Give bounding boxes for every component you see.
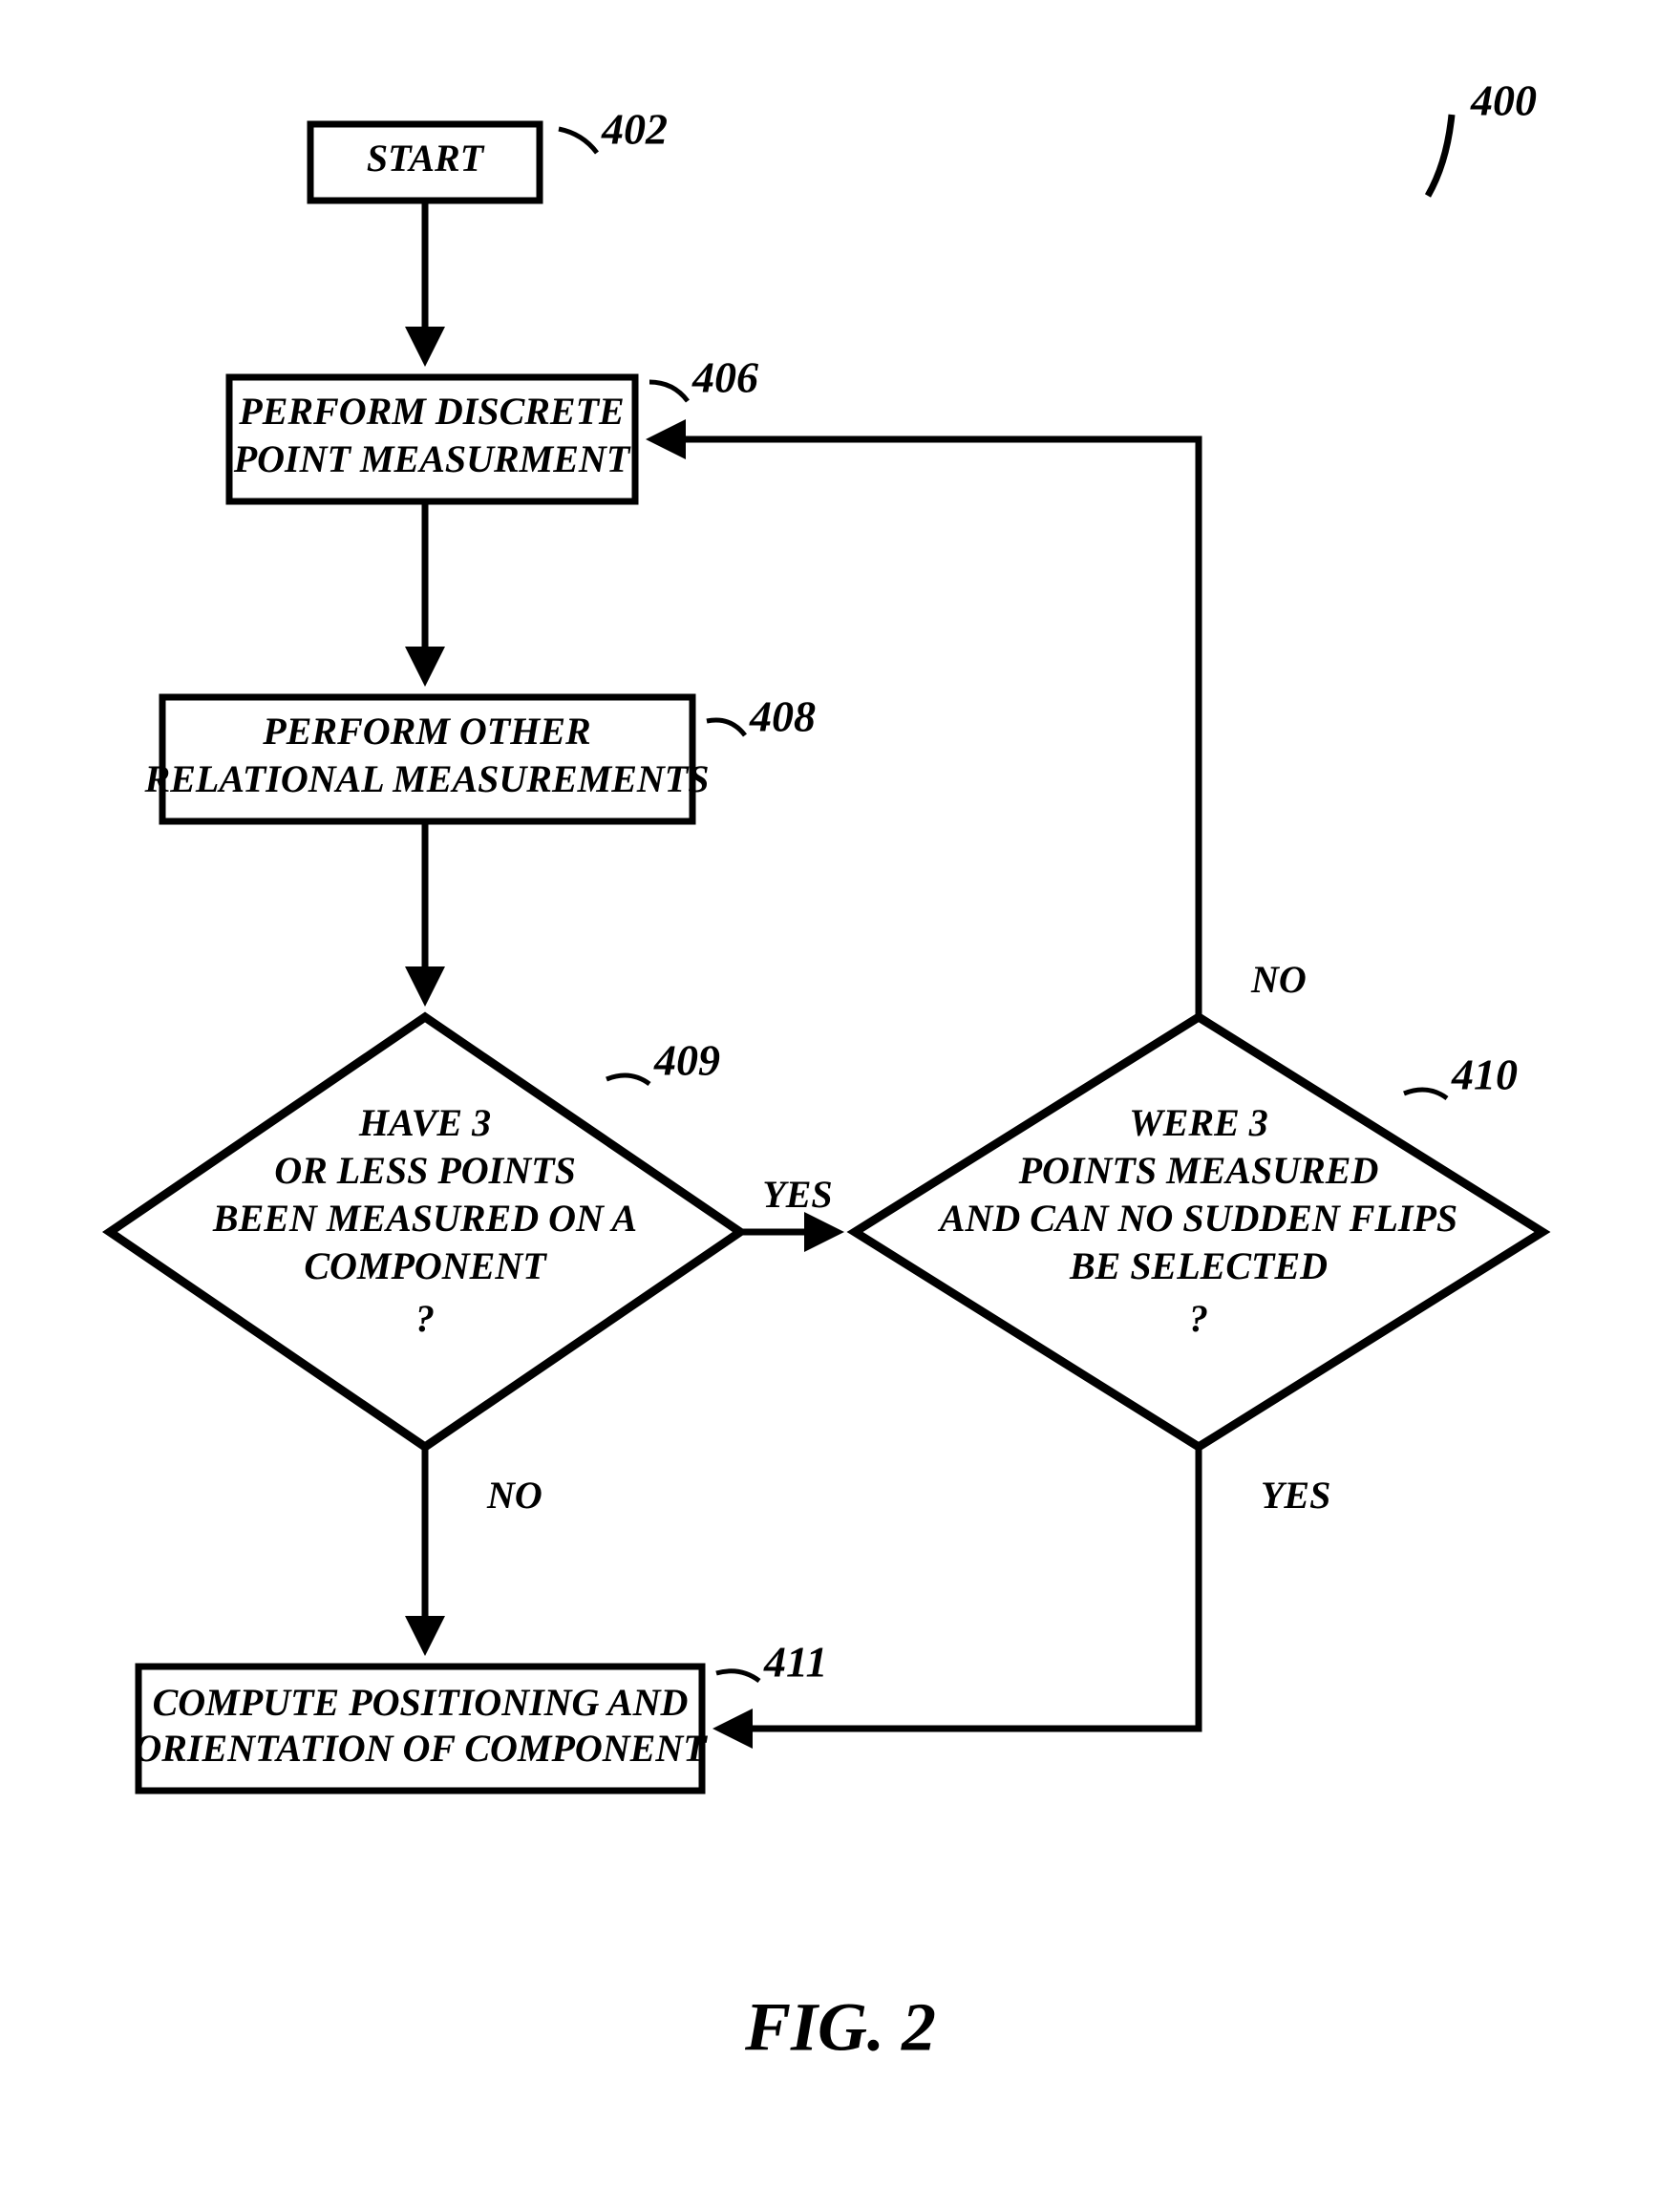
node-406: PERFORM DISCRETE POINT MEASURMENT 406 xyxy=(229,353,758,501)
edge-409-yes-label: YES xyxy=(762,1173,832,1216)
node-start-label: START xyxy=(367,137,485,180)
edge-410-no-label: NO xyxy=(1250,958,1307,1001)
node-start: START 402 xyxy=(310,105,668,201)
node-408-line0: PERFORM OTHER xyxy=(262,710,590,753)
ref-406: 406 xyxy=(691,353,758,402)
edge-410-yes-label: YES xyxy=(1261,1474,1330,1517)
node-409: HAVE 3 OR LESS POINTS BEEN MEASURED ON A… xyxy=(110,1017,740,1447)
node-408-line1: RELATIONAL MEASUREMENTS xyxy=(144,757,710,800)
node-406-line0: PERFORM DISCRETE xyxy=(238,390,624,433)
node-411-line0: COMPUTE POSITIONING AND xyxy=(153,1681,689,1724)
ref-400-label: 400 xyxy=(1470,76,1537,125)
ref-400: 400 xyxy=(1428,76,1537,196)
node-410-line1: POINTS MEASURED xyxy=(1018,1149,1379,1192)
node-409-line0: HAVE 3 xyxy=(358,1101,491,1144)
node-410-line3: BE SELECTED xyxy=(1069,1244,1328,1287)
node-406-line1: POINT MEASURMENT xyxy=(233,437,631,480)
figure-caption: FIG. 2 xyxy=(744,1989,936,2066)
node-411: COMPUTE POSITIONING AND ORIENTATION OF C… xyxy=(134,1638,827,1791)
ref-411: 411 xyxy=(763,1638,827,1687)
ref-409: 409 xyxy=(653,1036,720,1085)
node-410-line0: WERE 3 xyxy=(1129,1101,1268,1144)
node-409-line4: ? xyxy=(415,1297,435,1340)
node-410-line2: AND CAN NO SUDDEN FLIPS xyxy=(937,1197,1457,1240)
node-411-line1: ORIENTATION OF COMPONENT xyxy=(134,1727,708,1770)
node-410: WERE 3 POINTS MEASURED AND CAN NO SUDDEN… xyxy=(855,1017,1542,1447)
node-409-line3: COMPONENT xyxy=(304,1244,547,1287)
edge-410-411 xyxy=(726,1447,1199,1729)
ref-410: 410 xyxy=(1451,1051,1518,1099)
node-408: PERFORM OTHER RELATIONAL MEASUREMENTS 40… xyxy=(144,692,816,821)
ref-408: 408 xyxy=(749,692,816,741)
node-409-line1: OR LESS POINTS xyxy=(274,1149,576,1192)
ref-402: 402 xyxy=(601,105,668,154)
edge-409-no-label: NO xyxy=(486,1474,542,1517)
node-410-line4: ? xyxy=(1189,1297,1208,1340)
node-409-line2: BEEN MEASURED ON A xyxy=(212,1197,637,1240)
